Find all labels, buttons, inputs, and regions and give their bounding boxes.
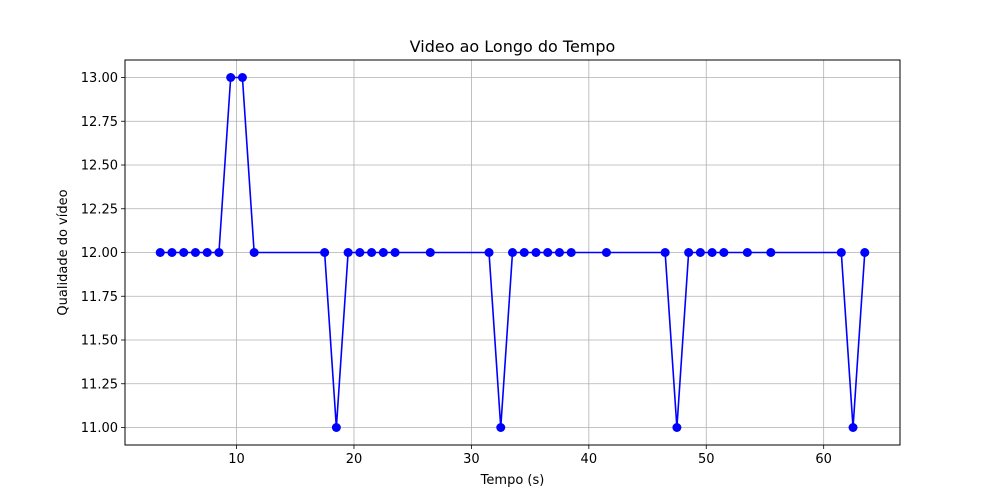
data-point [425, 248, 435, 257]
data-point [179, 248, 189, 257]
data-point [237, 73, 247, 82]
data-point [766, 248, 776, 257]
y-axis-label: Qualidade do vídeo [56, 189, 71, 315]
x-tick-label: 60 [815, 452, 832, 467]
data-point [695, 248, 705, 257]
y-tick-label: 11.00 [81, 421, 118, 436]
data-series [155, 73, 870, 432]
x-tick-label: 40 [581, 452, 598, 467]
data-point [601, 248, 611, 257]
data-point [836, 248, 846, 257]
x-tick-label: 10 [228, 452, 245, 467]
x-tick-label: 50 [698, 452, 715, 467]
data-point [684, 248, 694, 257]
y-tick-label: 12.00 [81, 246, 118, 261]
data-point [742, 248, 752, 257]
data-point [519, 248, 529, 257]
data-point [707, 248, 717, 257]
data-point [719, 248, 729, 257]
data-point [320, 248, 330, 257]
data-point [554, 248, 564, 257]
y-tick-label: 11.50 [81, 334, 118, 349]
data-point [214, 248, 224, 257]
data-point [508, 248, 517, 257]
data-point [355, 248, 365, 257]
x-tick-label: 30 [463, 452, 480, 467]
y-tick-label: 11.25 [81, 377, 118, 392]
y-tick-label: 12.50 [81, 159, 118, 174]
chart-title: Video ao Longo do Tempo [410, 37, 616, 56]
data-point [331, 423, 341, 432]
data-point [531, 248, 541, 257]
data-point [672, 423, 682, 432]
y-tick-label: 13.00 [81, 71, 118, 86]
y-tick-label: 12.75 [81, 115, 118, 130]
data-point [343, 248, 353, 257]
data-point [496, 423, 506, 432]
data-point [190, 248, 200, 257]
data-point [226, 73, 236, 82]
x-tick-label: 20 [346, 452, 363, 467]
data-point [390, 248, 400, 257]
axis-ticks: 10 20 30 40 50 60 11.00 11.25 11.50 11.75 12.00 12.… [81, 71, 832, 467]
data-point [367, 248, 377, 257]
x-axis-label: Tempo (s) [480, 473, 545, 488]
data-point [155, 248, 165, 257]
data-point [660, 248, 670, 257]
data-point [848, 423, 858, 432]
data-point [249, 248, 259, 257]
data-point [543, 248, 553, 257]
data-point [378, 248, 388, 257]
data-point [566, 248, 576, 257]
data-point [167, 248, 177, 257]
data-point [202, 248, 212, 257]
data-point [860, 248, 870, 257]
data-point [484, 248, 494, 257]
y-tick-label: 12.25 [81, 202, 118, 217]
y-tick-label: 11.75 [81, 290, 118, 305]
